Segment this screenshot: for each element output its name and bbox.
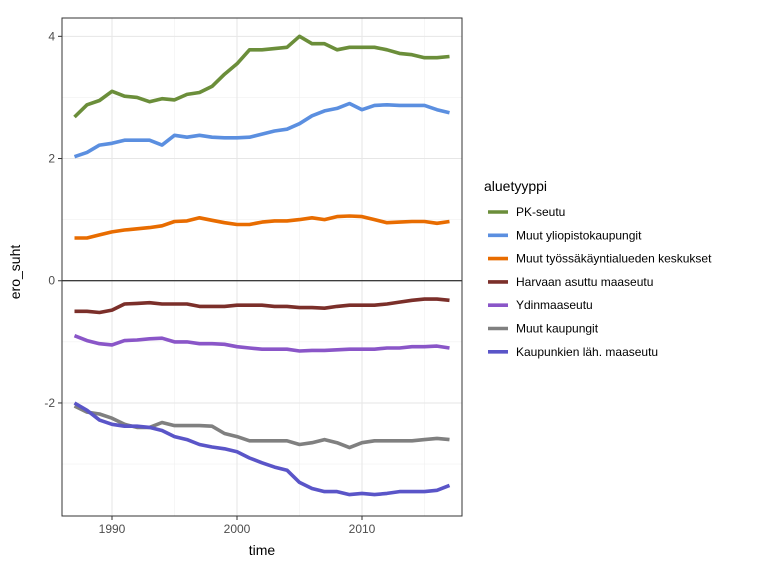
grid-lines [62,18,462,516]
y-tick-label: 0 [48,274,55,288]
panel-border [61,17,463,517]
y-tick-label: -2 [44,396,55,410]
legend-label: PK-seutu [516,205,565,219]
y-axis: -2 0 2 4 [44,29,62,410]
series-line [73,34,450,119]
series-line [73,101,450,159]
x-tick-label: 2010 [349,522,376,536]
legend-label: Ydinmaaseutu [516,298,593,312]
x-tick-label: 2000 [224,522,251,536]
series-line [74,297,450,315]
x-axis: 1990 2000 2010 [99,516,376,536]
series-line [73,401,451,497]
series-lines [73,34,451,497]
y-axis-title: ero_suht [7,245,23,300]
y-tick-label: 4 [48,29,55,43]
series-line [74,214,450,240]
y-tick-label: 2 [48,152,55,166]
legend-label: Muut työssäkäyntialueden keskukset [516,252,712,266]
legend-title: aluetyyppi [484,178,547,194]
legend-label: Muut yliopistokaupungit [516,228,642,242]
legend-label: Muut kaupungit [516,322,599,336]
legend-label: Harvaan asuttu maaseutu [516,275,653,289]
legend-label: Kaupunkien läh. maaseutu [516,345,658,359]
x-tick-label: 1990 [99,522,126,536]
series-line [73,334,450,353]
x-axis-title: time [249,542,276,558]
legend: aluetyyppi PK-seutu Muut yliopistokaupung… [484,178,712,359]
